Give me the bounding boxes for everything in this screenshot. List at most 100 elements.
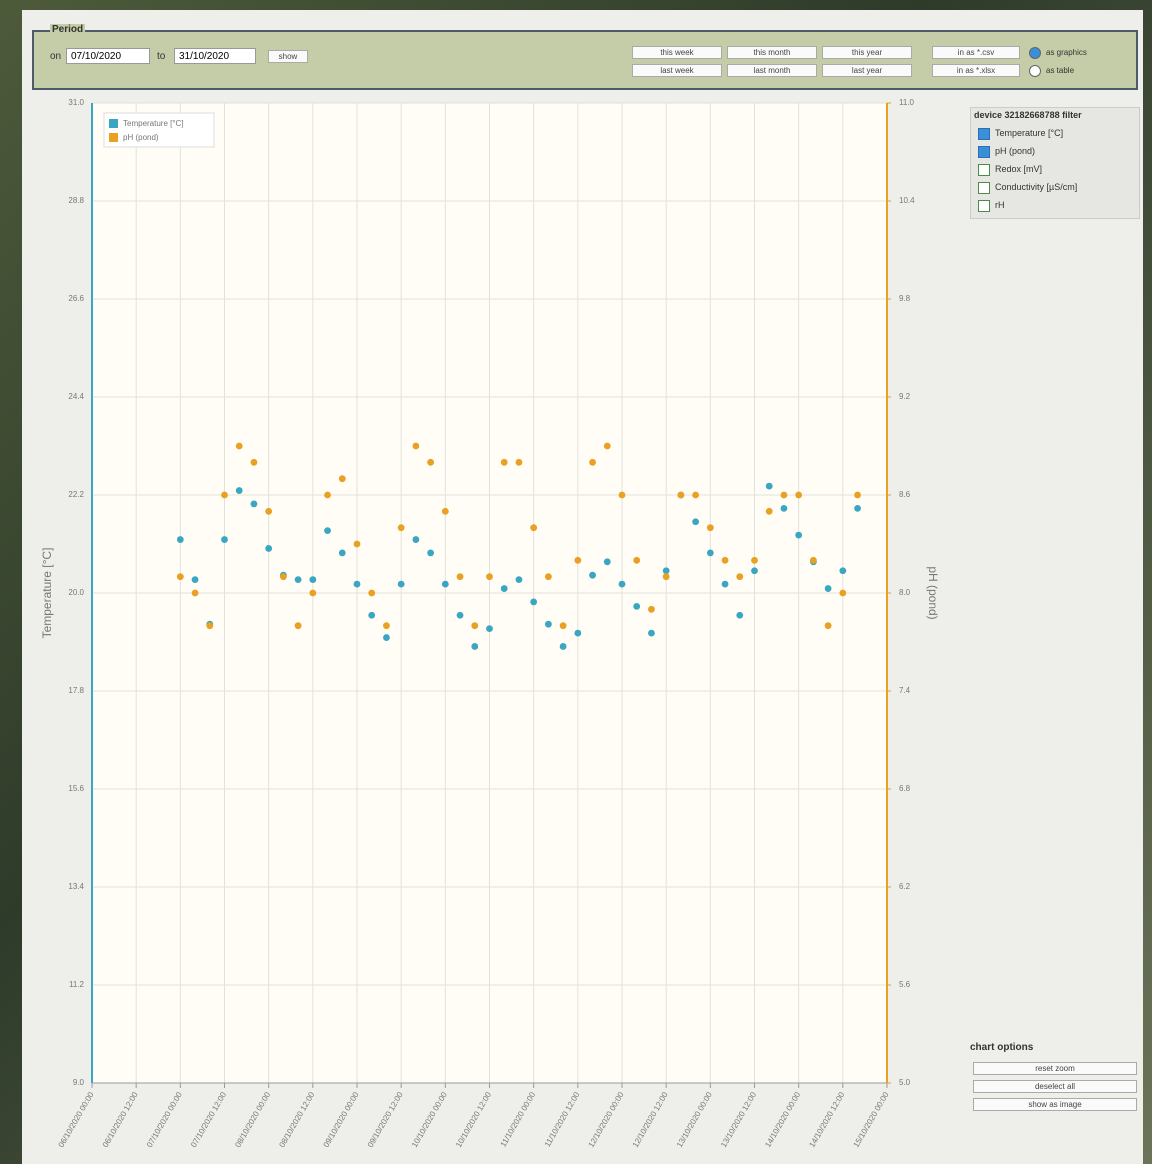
data-point <box>824 622 832 630</box>
x-tick-label: 07/10/2020 12:00 <box>189 1090 228 1149</box>
data-point <box>721 580 729 588</box>
x-tick-label: 11/10/2020 00:00 <box>499 1090 538 1148</box>
data-point <box>235 442 243 450</box>
data-point <box>221 536 228 543</box>
data-point <box>589 571 596 579</box>
x-tick-label: 07/10/2020 00:00 <box>145 1090 184 1149</box>
checkbox[interactable] <box>978 128 990 140</box>
chart-option-button[interactable]: show as image <box>973 1098 1137 1111</box>
data-point <box>265 545 273 552</box>
data-point <box>530 524 538 532</box>
checkbox-label: rH <box>995 200 1005 210</box>
data-point <box>191 576 199 584</box>
checkbox-label: Temperature [°C] <box>995 128 1064 138</box>
data-point <box>383 622 390 630</box>
data-point <box>338 549 346 557</box>
data-point <box>441 580 449 588</box>
data-point <box>706 524 714 532</box>
data-point <box>574 629 582 637</box>
export-button[interactable]: in as *.csv <box>932 46 1020 59</box>
data-point <box>648 629 655 637</box>
x-tick-label: 13/10/2020 00:00 <box>675 1090 714 1149</box>
data-point <box>486 625 493 633</box>
data-point <box>338 475 346 483</box>
data-point <box>368 589 376 597</box>
checkbox-label: pH (pond) <box>995 146 1036 156</box>
chart-option-button[interactable]: deselect all <box>973 1080 1137 1093</box>
data-point <box>854 491 861 499</box>
x-tick-label: 14/10/2020 00:00 <box>763 1090 802 1149</box>
period-button[interactable]: last month <box>727 64 817 77</box>
data-point <box>515 458 523 466</box>
data-point <box>780 504 788 512</box>
to-label: to <box>157 51 166 62</box>
y-tick-label: 20.0 <box>68 588 84 597</box>
checkbox[interactable] <box>978 200 990 212</box>
x-tick-label: 11/10/2020 12:00 <box>543 1090 582 1148</box>
data-point <box>412 442 420 450</box>
data-point <box>618 580 626 588</box>
chart-option-button[interactable]: reset zoom <box>973 1062 1137 1075</box>
data-point <box>824 585 832 592</box>
data-point <box>471 622 479 630</box>
data-point <box>397 580 405 588</box>
data-point <box>530 598 538 606</box>
radio[interactable] <box>1029 65 1041 77</box>
checkbox-label: Conductivity [µS/cm] <box>995 182 1078 192</box>
y-tick-label: 17.8 <box>68 686 84 695</box>
data-point <box>500 585 508 592</box>
data-point <box>544 573 552 581</box>
show-button[interactable]: show <box>268 50 308 63</box>
data-point <box>250 458 258 466</box>
chart: 06/10/2020 00:00 06/10/2020 12:00 07/10/20… <box>40 98 940 1149</box>
y2-tick-label: 6.8 <box>899 784 911 793</box>
y-tick-label: 22.2 <box>68 490 84 499</box>
data-point <box>765 507 773 515</box>
data-point <box>368 611 376 619</box>
legend-swatch <box>109 133 118 142</box>
radio[interactable] <box>1029 47 1041 59</box>
data-point <box>795 531 803 539</box>
y-axis-label: Temperature [°C] <box>40 548 54 639</box>
period-button[interactable]: last week <box>632 64 722 77</box>
from-date[interactable]: 07/10/2020 <box>66 48 150 64</box>
x-tick-label: 08/10/2020 00:00 <box>233 1090 272 1149</box>
data-point <box>677 491 685 499</box>
x-tick-label: 10/10/2020 12:00 <box>454 1090 493 1149</box>
x-tick-label: 09/10/2020 00:00 <box>322 1090 361 1149</box>
data-point <box>751 567 758 575</box>
y-tick-label: 28.8 <box>68 196 84 205</box>
data-point <box>427 458 435 466</box>
data-point <box>250 500 258 508</box>
data-point <box>235 487 243 494</box>
legend-label: Temperature [°C] <box>123 119 184 128</box>
checkbox[interactable] <box>978 146 990 158</box>
y-tick-label: 31.0 <box>68 98 84 107</box>
y2-axis-label: pH (pond) <box>926 566 940 619</box>
data-point <box>383 634 390 641</box>
data-point <box>751 556 758 564</box>
data-point <box>721 556 729 564</box>
data-point <box>780 491 788 499</box>
period-button[interactable]: last year <box>822 64 912 77</box>
period-button[interactable]: this week <box>632 46 722 59</box>
data-point <box>353 540 361 548</box>
radio-label: as graphics <box>1046 48 1087 57</box>
from-label: on <box>50 51 62 62</box>
data-point <box>589 458 596 466</box>
data-point <box>456 573 464 581</box>
period-button[interactable]: this year <box>822 46 912 59</box>
data-point <box>603 558 611 566</box>
period-button[interactable]: this month <box>727 46 817 59</box>
export-button[interactable]: in as *.xlsx <box>932 64 1020 77</box>
y-tick-label: 13.4 <box>68 882 84 891</box>
checkbox-label: Redox [mV] <box>995 164 1043 174</box>
data-point <box>500 458 508 466</box>
data-point <box>427 549 435 557</box>
to-date[interactable]: 31/10/2020 <box>174 48 256 64</box>
checkbox[interactable] <box>978 164 990 176</box>
x-tick-label: 08/10/2020 12:00 <box>277 1090 316 1149</box>
checkbox[interactable] <box>978 182 990 194</box>
data-point <box>692 491 700 499</box>
